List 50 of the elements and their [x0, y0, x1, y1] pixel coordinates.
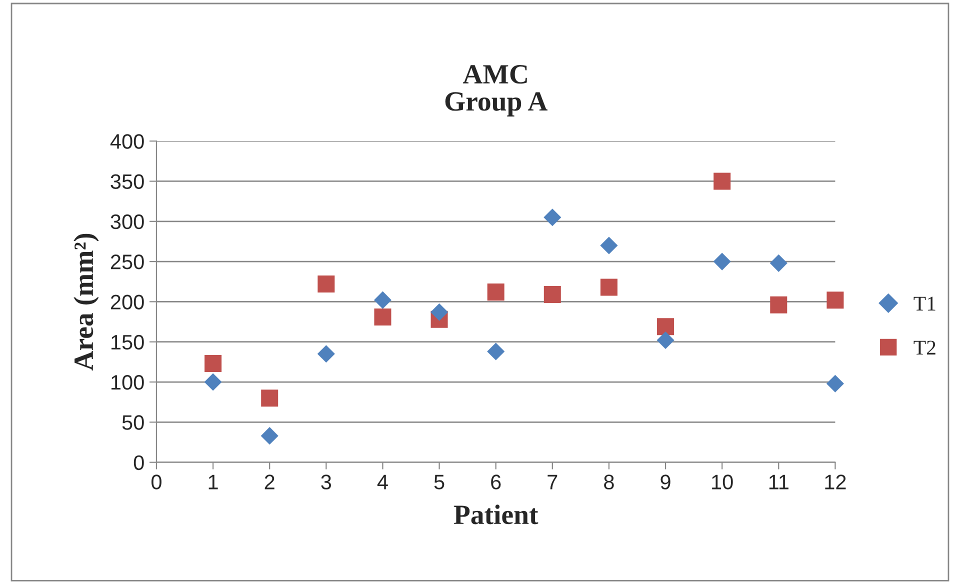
x-tick-label: 4 — [377, 474, 388, 490]
x-tick-label: 7 — [548, 474, 558, 490]
x-axis-title: Patient — [454, 504, 538, 524]
point — [714, 172, 731, 190]
point — [600, 236, 618, 254]
x-tick-label: 10 — [712, 474, 733, 490]
x-tick-label: 2 — [264, 474, 274, 490]
point — [770, 254, 788, 272]
x-tick-label: 12 — [825, 474, 846, 490]
legend-label: T2 — [914, 340, 936, 354]
point — [826, 292, 844, 309]
x-tick-label: 6 — [491, 474, 501, 490]
y-tick-label: 300 — [110, 214, 144, 230]
y-axis-title: Area (mm²) — [74, 234, 99, 371]
y-tick-label: 400 — [110, 134, 144, 149]
y-tick-label: 350 — [110, 174, 144, 189]
point — [544, 286, 561, 303]
x-tick-label: 9 — [660, 474, 670, 490]
point — [430, 303, 448, 321]
point — [600, 278, 618, 296]
x-tick-label: 0 — [152, 474, 162, 490]
chart-title: AMC Group A — [445, 65, 548, 116]
point — [374, 291, 392, 309]
point — [487, 284, 504, 301]
y-tick-label: 50 — [122, 415, 144, 430]
point — [317, 345, 335, 363]
point — [374, 308, 392, 326]
x-tick-label: 5 — [434, 474, 444, 490]
point — [657, 318, 674, 336]
point — [204, 373, 222, 391]
point — [260, 427, 278, 445]
x-tick-label: 3 — [321, 474, 332, 490]
point — [826, 374, 844, 392]
y-tick-label: 100 — [112, 375, 144, 390]
point — [261, 390, 278, 407]
point — [544, 208, 562, 226]
x-tick-label: 8 — [604, 474, 614, 490]
y-tick-label: 250 — [110, 254, 144, 270]
point — [656, 331, 674, 350]
point — [770, 296, 788, 314]
legend-label: T1 — [914, 296, 936, 310]
y-tick-label: 150 — [112, 334, 144, 350]
x-tick-label: 1 — [208, 474, 218, 490]
point — [204, 355, 222, 372]
point — [713, 252, 731, 270]
point — [318, 276, 335, 293]
x-tick-label: 11 — [769, 474, 788, 490]
y-tick-label: 200 — [110, 294, 144, 310]
point — [487, 342, 505, 360]
y-tick-label: 0 — [134, 455, 144, 470]
